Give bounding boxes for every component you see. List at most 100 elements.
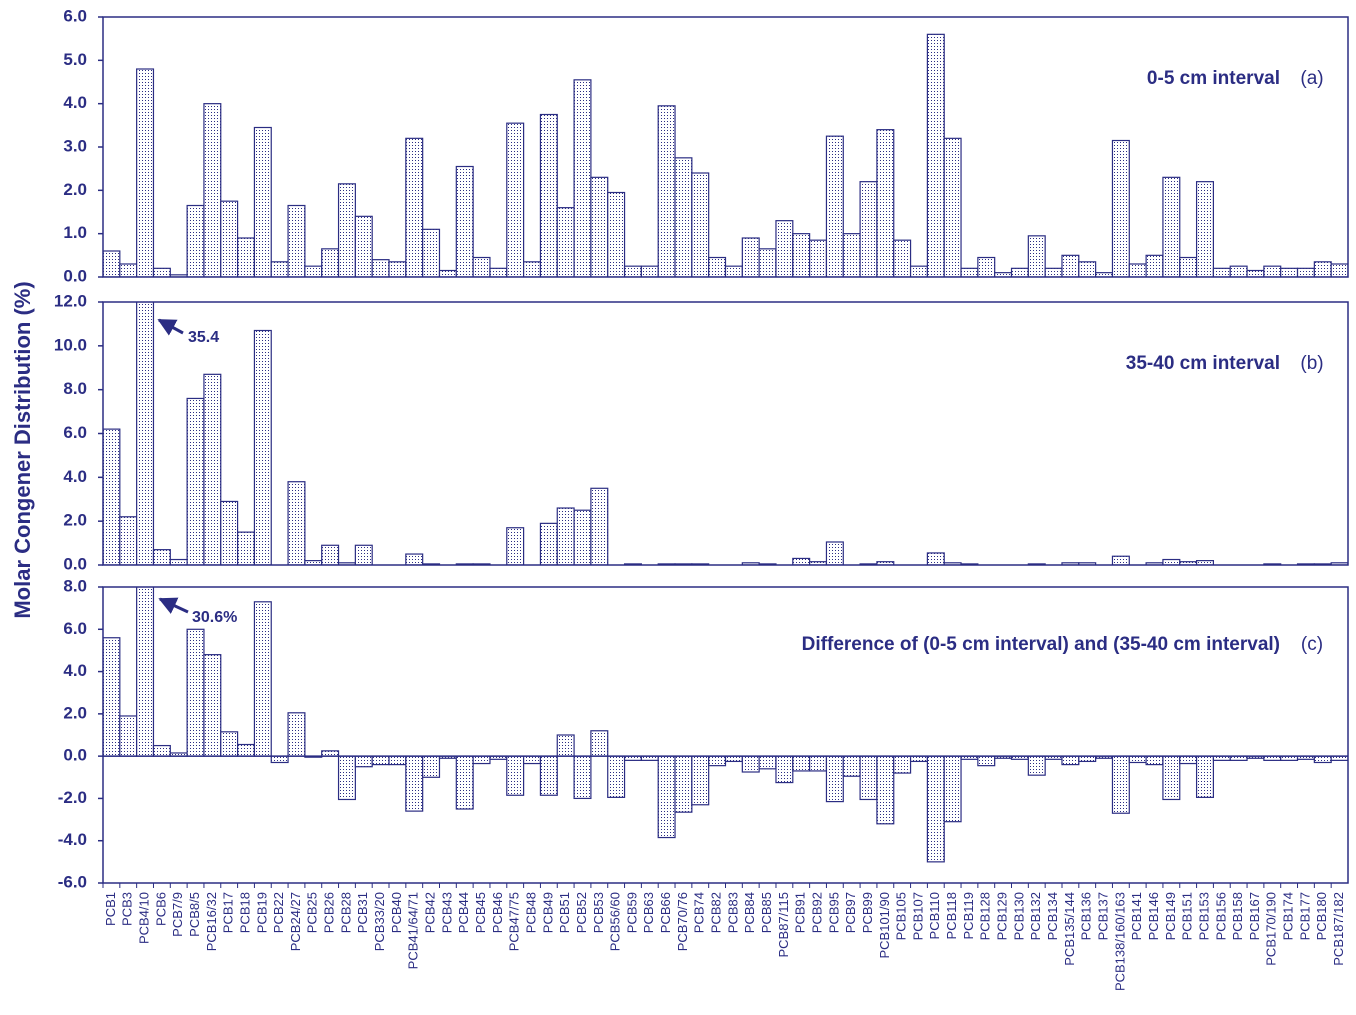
x-tick-label: PCB40 [389, 892, 404, 933]
y-tick-label: 12.0 [54, 291, 87, 310]
bar [1027, 235, 1046, 277]
bar [674, 755, 693, 813]
y-tick-label: -2.0 [58, 788, 87, 807]
x-tick-label: PCB107 [910, 892, 925, 940]
bar [809, 239, 828, 277]
panel-label: (a) [1300, 68, 1323, 89]
x-tick-label: PCB46 [490, 892, 505, 933]
x-tick-label: PCB47/75 [507, 892, 522, 951]
x-tick-label: PCB74 [692, 892, 707, 933]
bar [371, 259, 390, 277]
bar [758, 755, 777, 770]
bar [1078, 261, 1097, 277]
bar [640, 265, 659, 277]
x-tick-label: PCB49 [540, 892, 555, 933]
bar [741, 755, 760, 773]
bar [893, 239, 912, 277]
bar [1128, 263, 1147, 277]
bar [876, 129, 895, 277]
y-tick-label: 4.0 [63, 661, 87, 680]
x-tick-label: PCB51 [557, 892, 572, 933]
x-tick-label: PCB130 [1011, 892, 1026, 940]
bar [708, 755, 727, 767]
x-tick-label: PCB97 [843, 892, 858, 933]
bar [354, 215, 373, 277]
bar [152, 744, 171, 757]
bar [220, 200, 239, 277]
bar [539, 113, 558, 277]
y-tick-label: 1.0 [63, 223, 87, 242]
bar [1229, 265, 1248, 277]
bar [909, 265, 928, 277]
bar [960, 267, 979, 277]
bar [708, 256, 727, 277]
bar [253, 329, 272, 565]
bar [1246, 269, 1265, 277]
bar [741, 237, 760, 277]
annotation: 35.4 [188, 329, 219, 346]
bar [388, 755, 407, 766]
bar [1010, 267, 1029, 277]
bar [472, 755, 491, 765]
bar [103, 428, 121, 565]
x-tick-label: PCB149 [1163, 892, 1178, 940]
x-tick-label: PCB174 [1281, 892, 1296, 940]
bar [253, 126, 272, 277]
bar [842, 233, 861, 277]
y-tick-label: 2.0 [63, 180, 87, 199]
bar [523, 261, 542, 277]
bar [455, 165, 474, 277]
bar [1111, 755, 1130, 814]
x-tick-label: PCB7/9 [170, 892, 185, 937]
bar [859, 181, 878, 277]
bar [926, 755, 945, 863]
y-tick-label: 4.0 [63, 93, 87, 112]
bar [1162, 558, 1181, 565]
bar [337, 183, 356, 277]
bar [691, 172, 710, 277]
bar [758, 248, 777, 277]
bar [691, 755, 710, 806]
x-tick-label: PCB3 [120, 892, 135, 926]
bar [1212, 267, 1231, 277]
y-tick-label: 8.0 [63, 576, 87, 595]
bar [1145, 254, 1164, 277]
x-tick-label: PCB187/182 [1331, 892, 1346, 966]
bar [1061, 254, 1080, 277]
bar [893, 755, 912, 774]
x-tick-label: PCB28 [338, 892, 353, 933]
x-tick-label: PCB156 [1213, 892, 1228, 940]
bar [236, 743, 256, 757]
bar [119, 263, 138, 277]
bar [1280, 267, 1299, 277]
bar [506, 122, 525, 277]
bar [1078, 755, 1097, 763]
bar [825, 755, 844, 803]
bar [422, 755, 441, 778]
x-tick-label: PCB141 [1129, 892, 1144, 940]
x-tick-label: PCB132 [1028, 892, 1043, 940]
x-tick-label: PCB42 [423, 892, 438, 933]
bar [825, 541, 844, 565]
bar [590, 730, 609, 757]
panel-title: 0-5 cm interval [1147, 68, 1280, 89]
bar [724, 755, 743, 763]
x-tick-label: PCB22 [271, 892, 286, 933]
x-tick-label: PCB25 [305, 892, 320, 933]
y-tick-label: 6.0 [63, 6, 87, 25]
bar [926, 552, 945, 565]
bar [1263, 265, 1282, 277]
x-tick-label: PCB136 [1079, 892, 1094, 940]
bar [909, 755, 928, 763]
y-tick-label: -4.0 [58, 830, 87, 849]
bar [573, 509, 592, 565]
annotation-arrow [158, 597, 189, 614]
bar [573, 79, 592, 277]
bar [792, 755, 811, 772]
bar [724, 265, 743, 277]
bar [220, 731, 239, 757]
bar [977, 755, 996, 767]
bar [590, 487, 609, 565]
bar [253, 601, 272, 757]
x-tick-label: PCB87/115 [776, 892, 791, 958]
